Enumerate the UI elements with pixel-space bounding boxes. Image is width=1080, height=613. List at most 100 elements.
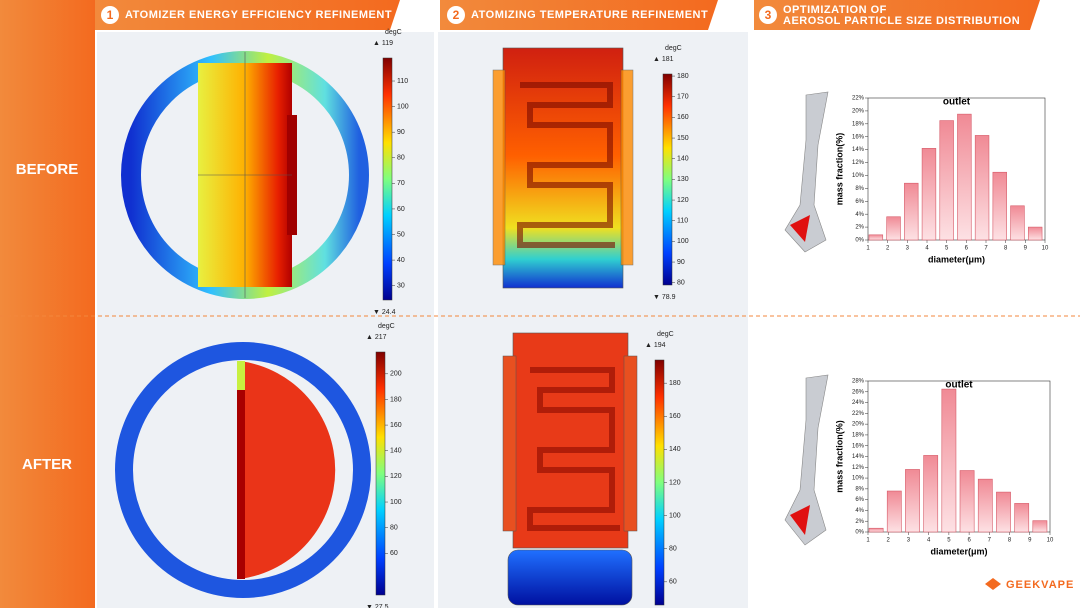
colorbar-tick-label: 160 <box>390 422 402 429</box>
x-tick-label: 5 <box>947 538 951 544</box>
row-label: AFTER <box>22 456 72 473</box>
colorbar-min: ▼ 78.9 <box>653 294 676 301</box>
x-tick-label: 9 <box>1024 246 1028 252</box>
y-tick-label: 14% <box>852 147 865 153</box>
colorbar-tick-label: 180 <box>669 380 681 387</box>
colorbar-tick-label: 90 <box>677 259 685 266</box>
colorbar-tick-label: 140 <box>677 156 689 163</box>
y-tick-label: 0% <box>855 238 864 244</box>
x-tick-label: 2 <box>887 538 891 544</box>
bar <box>1027 226 1043 241</box>
bar <box>905 469 920 533</box>
colorbar-max: ▲ 194 <box>645 342 666 349</box>
y-tick-label: 20% <box>852 422 865 428</box>
x-tick-label: 8 <box>1004 246 1008 252</box>
heater-coil <box>527 367 620 531</box>
colorbar-tick-label: 130 <box>677 176 689 183</box>
colorbar-tick-label: 170 <box>677 94 689 101</box>
colorbar-max: ▲ 217 <box>366 334 387 341</box>
heater-strip <box>237 361 245 390</box>
heater-side <box>620 69 634 266</box>
row-label: BEFORE <box>16 161 79 178</box>
colorbar-tick-label: 110 <box>397 78 408 85</box>
header-tab <box>754 0 1040 30</box>
heater-core <box>240 361 336 579</box>
y-tick-label: 22% <box>852 411 865 417</box>
bar <box>977 478 993 533</box>
heater-coil <box>517 82 615 248</box>
y-tick-label: 4% <box>855 508 864 514</box>
colorbar-tick-label: 60 <box>390 550 398 557</box>
header-tab <box>95 0 400 30</box>
number-badge <box>447 6 465 24</box>
y-tick-label: 18% <box>852 121 865 127</box>
x-tick-label: 6 <box>965 246 969 252</box>
colorbar-tick-label: 90 <box>397 129 405 136</box>
colorbar-tick-label: 80 <box>669 546 677 553</box>
colorbar-tick-label: 100 <box>669 512 681 519</box>
section-title: OPTIMIZATION OF <box>783 4 887 16</box>
y-tick-label: 16% <box>852 134 865 140</box>
colorbar-tick-label: 120 <box>677 197 689 204</box>
y-tick-label: 2% <box>855 519 864 525</box>
x-tick-label: 2 <box>886 246 890 252</box>
y-tick-label: 8% <box>855 186 864 192</box>
y-tick-label: 4% <box>855 212 864 218</box>
bar <box>1014 503 1030 533</box>
colorbar-tick-label: 80 <box>677 280 685 287</box>
colorbar-tick-label: 70 <box>397 180 405 187</box>
colorbar-tick-label: 200 <box>390 371 402 378</box>
colorbar <box>662 73 673 286</box>
x-tick-label: 4 <box>927 538 931 544</box>
colorbar-tick-label: 180 <box>390 396 402 403</box>
bar <box>974 135 990 241</box>
colorbar-tick-label: 120 <box>390 473 402 480</box>
x-tick-label: 6 <box>967 538 971 544</box>
colorbar-tick-label: 80 <box>390 525 398 532</box>
bar <box>939 120 954 241</box>
colorbar-unit: degC <box>385 29 402 36</box>
x-tick-label: 10 <box>1047 538 1054 544</box>
bar <box>921 148 937 241</box>
section-title: AEROSOL PARTICLE SIZE DISTRIBUTION <box>783 15 1020 27</box>
bar <box>886 216 901 241</box>
colorbar <box>654 359 665 606</box>
y-tick-label: 6% <box>855 497 864 503</box>
colorbar-tick-label: 100 <box>397 103 409 110</box>
particle-model <box>790 215 810 242</box>
section-number: 2 <box>453 8 460 22</box>
particle-model <box>790 505 810 535</box>
bar <box>886 490 902 533</box>
colorbar-tick-label: 100 <box>390 499 402 506</box>
x-tick-label: 7 <box>988 538 992 544</box>
colorbar-unit: degC <box>378 323 395 330</box>
bar <box>959 470 975 533</box>
colorbar <box>382 57 393 301</box>
y-tick-label: 12% <box>852 160 865 166</box>
bar <box>941 388 957 533</box>
y-tick-label: 14% <box>852 454 865 460</box>
colorbar-max: ▲ 181 <box>653 56 674 63</box>
colorbar-tick-label: 60 <box>669 579 677 586</box>
y-tick-label: 16% <box>852 443 865 449</box>
y-tick-label: 28% <box>852 379 865 385</box>
x-tick-label: 1 <box>866 538 870 544</box>
y-tick-label: 10% <box>852 173 865 179</box>
colorbar-tick-label: 80 <box>397 155 405 162</box>
y-tick-label: 24% <box>852 400 865 406</box>
y-tick-label: 10% <box>852 476 865 482</box>
x-tick-label: 3 <box>906 246 910 252</box>
y-tick-label: 8% <box>855 486 864 492</box>
y-axis-label: mass fraction(%) <box>834 133 844 206</box>
y-tick-label: 2% <box>855 225 864 231</box>
x-tick-label: 10 <box>1042 246 1049 252</box>
colorbar-tick-label: 180 <box>677 73 689 80</box>
logo-mark <box>985 578 1001 590</box>
heater-side <box>623 355 638 532</box>
section-title: ATOMIZING TEMPERATURE REFINEMENT <box>471 9 708 21</box>
heater-side <box>502 355 517 532</box>
colorbar-tick-label: 50 <box>397 231 405 238</box>
colorbar-tick-label: 60 <box>397 206 405 213</box>
y-tick-label: 20% <box>852 108 865 114</box>
